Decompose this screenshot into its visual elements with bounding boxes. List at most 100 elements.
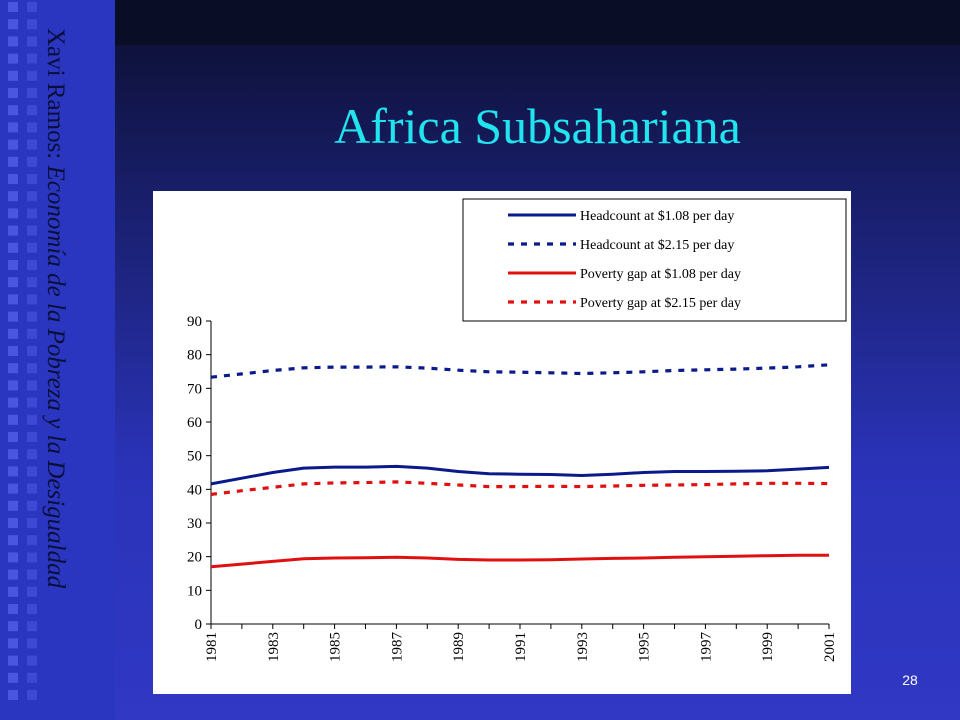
x-tick-label: 1989 xyxy=(451,632,467,662)
y-tick-label: 20 xyxy=(187,550,202,566)
x-tick-label: 1987 xyxy=(389,632,405,663)
decor-square xyxy=(27,449,37,460)
series-layer xyxy=(210,363,830,569)
decor-square xyxy=(27,242,37,253)
y-tick-label: 70 xyxy=(187,381,202,397)
decor-square xyxy=(8,449,18,460)
decor-square xyxy=(27,311,37,322)
decor-square xyxy=(8,552,18,563)
decor-square xyxy=(27,105,37,116)
decor-square xyxy=(8,432,18,442)
decor-square xyxy=(8,191,18,202)
decor-square xyxy=(8,328,18,339)
decor-square xyxy=(8,260,18,270)
decor-square xyxy=(8,88,18,98)
decor-square xyxy=(8,380,18,391)
decor-square xyxy=(27,655,37,666)
course-subtitle: Economía de la Pobreza y la Desigualdad xyxy=(42,165,69,589)
decor-square xyxy=(27,174,37,184)
decor-square xyxy=(27,122,37,133)
decor-square xyxy=(27,139,37,150)
x-tick-label: 1993 xyxy=(575,632,591,662)
decor-square xyxy=(8,672,18,683)
decor-square xyxy=(8,36,18,47)
decor-square xyxy=(27,432,37,442)
decor-square xyxy=(8,105,18,116)
decor-square xyxy=(8,655,18,666)
chart-panel: 0 10 20 30 40 50 60 70 80 90 1981 1983 1985 1987 1989 1… xyxy=(153,191,851,694)
decorative-squares xyxy=(8,2,37,700)
decor-square xyxy=(8,500,18,511)
decor-square xyxy=(8,586,18,597)
decor-square xyxy=(27,225,37,236)
decor-square xyxy=(8,466,18,477)
decor-square xyxy=(8,139,18,150)
y-tick-label: 10 xyxy=(187,583,202,599)
decor-square xyxy=(27,208,37,219)
decor-square xyxy=(27,191,37,202)
y-tick-label: 50 xyxy=(187,449,202,465)
y-tick-label: 80 xyxy=(187,348,202,364)
legend-label: Headcount at $2.15 per day xyxy=(580,238,734,253)
decor-square xyxy=(8,174,18,184)
decor-square xyxy=(27,70,37,81)
decor-square xyxy=(8,397,18,408)
decor-square xyxy=(27,586,37,597)
decor-square xyxy=(8,208,18,219)
decor-square xyxy=(27,328,37,339)
decor-square xyxy=(8,638,18,649)
decor-square xyxy=(27,19,37,30)
chart-legend: Headcount at $1.08 per day Headcount at $… xyxy=(462,198,847,322)
decor-square xyxy=(27,2,37,12)
series-line-2 xyxy=(210,363,830,379)
decor-square xyxy=(27,690,37,700)
series-line-1 xyxy=(210,464,830,486)
y-tick-label: 90 xyxy=(187,314,202,330)
decor-square xyxy=(27,552,37,563)
x-tick-label: 1983 xyxy=(266,632,282,662)
decor-square xyxy=(27,260,37,270)
decor-square xyxy=(27,294,37,305)
decor-square xyxy=(8,311,18,322)
page-number: 28 xyxy=(902,672,918,688)
decor-square xyxy=(27,500,37,511)
decor-square xyxy=(8,621,18,632)
decor-square xyxy=(27,518,37,528)
sidebar-band: Xavi Ramos: Economía de la Pobreza y la … xyxy=(0,0,115,720)
legend-label: Headcount at $1.08 per day xyxy=(580,209,734,224)
decor-square xyxy=(27,672,37,683)
decor-square xyxy=(27,36,37,47)
sidebar-caption: Xavi Ramos: Economía de la Pobreza y la … xyxy=(38,28,72,688)
legend-label: Poverty gap at $2.15 per day xyxy=(580,296,741,311)
x-tick-label: 1995 xyxy=(637,632,653,662)
decor-square xyxy=(27,414,37,425)
y-tick-label: 60 xyxy=(187,415,202,431)
decor-square xyxy=(27,277,37,288)
decor-square xyxy=(27,88,37,98)
x-tick-label: 1981 xyxy=(204,632,220,662)
line-chart: 0 10 20 30 40 50 60 70 80 90 1981 1983 1985 1987 1989 1… xyxy=(187,198,847,663)
x-tick-label: 1991 xyxy=(513,632,529,662)
author-name: Xavi Ramos: xyxy=(42,28,69,160)
decor-square xyxy=(8,294,18,305)
x-tick-label: 2001 xyxy=(822,632,838,662)
decor-square xyxy=(8,690,18,700)
decor-square xyxy=(27,397,37,408)
legend-label: Poverty gap at $1.08 per day xyxy=(580,267,741,282)
decor-square xyxy=(27,535,37,546)
decor-square xyxy=(8,277,18,288)
decor-square xyxy=(27,483,37,494)
decor-square xyxy=(27,380,37,391)
decor-square xyxy=(8,19,18,30)
series-line-4 xyxy=(210,480,830,496)
decor-square xyxy=(8,122,18,133)
decor-square xyxy=(27,53,37,64)
decor-square xyxy=(27,621,37,632)
y-tick-label: 30 xyxy=(187,516,202,532)
decor-square xyxy=(8,70,18,81)
x-tick-label: 1997 xyxy=(698,632,714,663)
decor-square xyxy=(8,363,18,374)
decor-square xyxy=(27,156,37,167)
decor-square xyxy=(8,225,18,236)
decor-square xyxy=(8,53,18,64)
